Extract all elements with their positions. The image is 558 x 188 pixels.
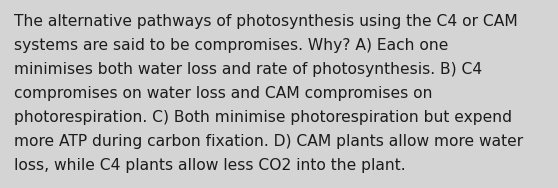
- Text: loss, while C4 plants allow less CO2 into the plant.: loss, while C4 plants allow less CO2 int…: [14, 158, 406, 173]
- Text: minimises both water loss and rate of photosynthesis. B) C4: minimises both water loss and rate of ph…: [14, 62, 482, 77]
- Text: photorespiration. C) Both minimise photorespiration but expend: photorespiration. C) Both minimise photo…: [14, 110, 512, 125]
- Text: systems are said to be compromises. Why? A) Each one: systems are said to be compromises. Why?…: [14, 38, 449, 53]
- Text: The alternative pathways of photosynthesis using the C4 or CAM: The alternative pathways of photosynthes…: [14, 14, 518, 29]
- Text: compromises on water loss and CAM compromises on: compromises on water loss and CAM compro…: [14, 86, 432, 101]
- Text: more ATP during carbon fixation. D) CAM plants allow more water: more ATP during carbon fixation. D) CAM …: [14, 134, 523, 149]
